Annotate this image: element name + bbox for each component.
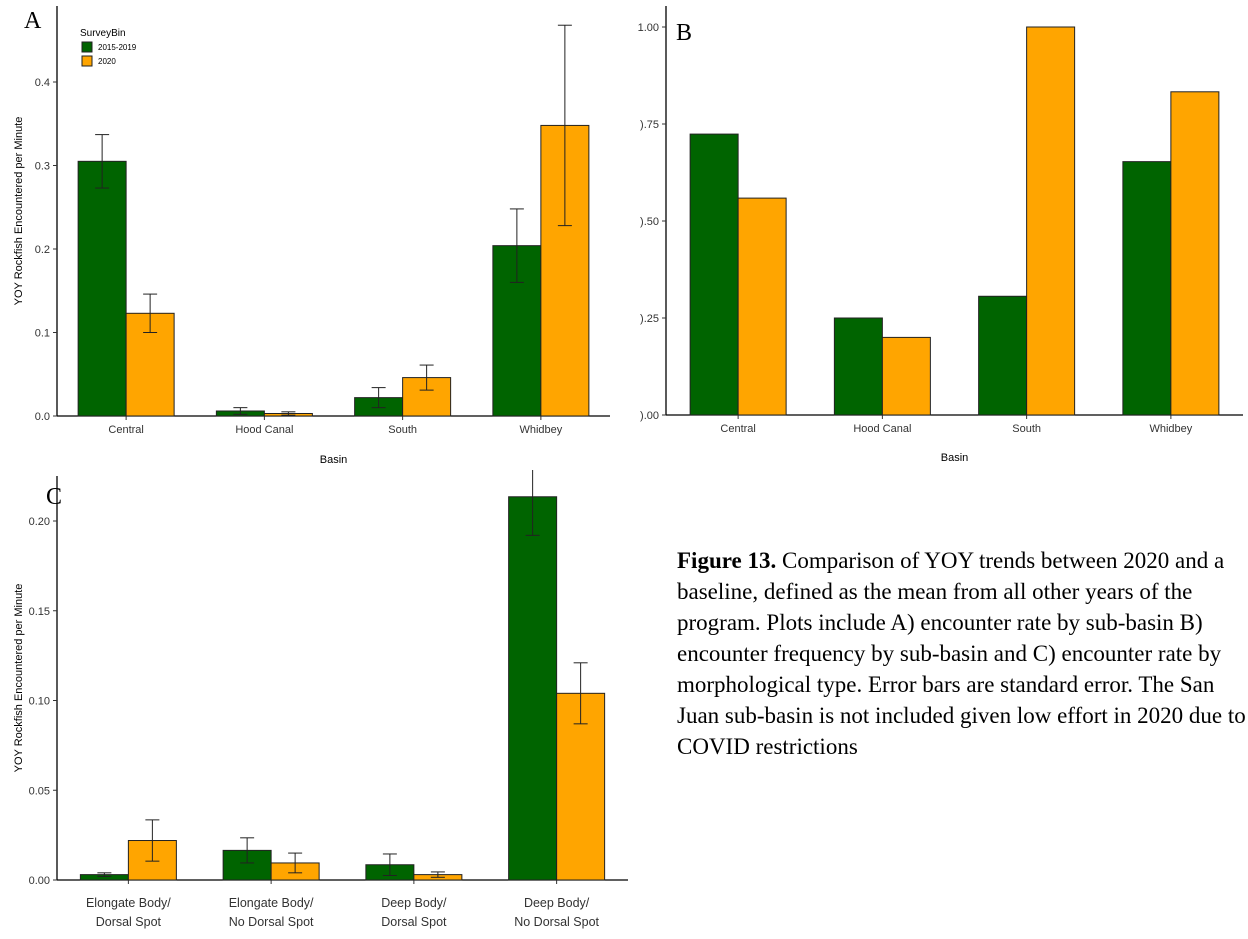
chart-c-y-tick-label: 0.05 [29, 785, 50, 797]
legend-label-2020: 2020 [98, 57, 116, 66]
chart-c-y-tick-label: 0.20 [29, 516, 50, 528]
chart-b-bar [833, 317, 883, 416]
chart-a-y-axis-title: YOY Rockfish Encountered per Minute [13, 117, 25, 306]
chart-panel-b: B ).00 ).25 ).50 ).75 1.00 Central Hood Canal S… [628, 0, 1248, 470]
chart-a-x-tick-label: Hood Canal [235, 424, 293, 436]
chart-c-x-tick-label: Elongate Body/ [86, 896, 171, 910]
chart-a-x-axis-title: Basin [320, 454, 348, 466]
chart-c-x-tick-label: Dorsal Spot [96, 915, 162, 929]
chart-c-x-tick-label: No Dorsal Spot [514, 915, 599, 929]
panel-letter-c: C [46, 484, 62, 510]
chart-a-y-tick-label: 0.2 [35, 244, 50, 256]
chart-b-x-axis-title: Basin [941, 452, 969, 464]
chart-c-x-tick-label: Deep Body/ [524, 896, 590, 910]
chart-c-bar [508, 496, 558, 881]
chart-b-bar [1170, 91, 1220, 416]
caption-text: Comparison of YOY trends between 2020 an… [677, 548, 1246, 759]
chart-b-x-tick-label: Central [720, 423, 755, 435]
chart-a-x-tick-label: Whidbey [519, 424, 562, 436]
chart-c-y-tick-label: 0.15 [29, 606, 50, 618]
chart-c-x-tick-label: Deep Body/ [381, 896, 447, 910]
legend-swatch-baseline [81, 41, 93, 53]
chart-c-x-tick-label: Elongate Body/ [229, 896, 314, 910]
chart-b-bar [689, 133, 739, 416]
caption-label: Figure 13. [677, 548, 777, 573]
chart-b-bar [978, 295, 1028, 416]
chart-a-y-tick-label: 0.0 [35, 411, 50, 423]
figure-caption: Figure 13. Comparison of YOY trends betw… [677, 545, 1248, 762]
chart-a-y-tick-label: 0.3 [35, 161, 50, 173]
chart-b-y-tick-label: 1.00 [638, 22, 659, 34]
legend-label-baseline: 2015-2019 [98, 43, 137, 52]
chart-c-svg: C 0.00 0.05 0.10 0.15 0.20 Elongate Body/Dors… [13, 470, 628, 929]
chart-a-y-tick-label: 0.1 [35, 328, 50, 340]
chart-c-y-tick-label: 0.10 [29, 696, 50, 708]
chart-b-bar [1122, 161, 1172, 416]
chart-a-bar [77, 160, 127, 417]
legend-swatch-2020 [81, 55, 93, 67]
chart-b-svg: B ).00 ).25 ).50 ).75 1.00 Central Hood Canal S… [638, 6, 1243, 464]
chart-b-bar [881, 336, 931, 416]
chart-b-y-tick-label: ).00 [640, 410, 659, 422]
chart-b-y-tick-label: ).50 [640, 216, 659, 228]
chart-b-x-tick-label: South [1012, 423, 1041, 435]
chart-a-y-tick-label: 0.4 [35, 77, 50, 89]
legend-title: SurveyBin [80, 28, 126, 39]
chart-c-x-tick-label: No Dorsal Spot [229, 915, 314, 929]
chart-b-bar [737, 197, 787, 416]
chart-a-svg: A SurveyBin 2015-2019 2020 0.0 0.1 0.2 0.3 0… [13, 6, 610, 466]
panel-letter-a: A [24, 8, 42, 34]
legend: SurveyBin 2015-2019 2020 [80, 28, 137, 67]
panel-letter-b: B [676, 20, 692, 46]
chart-panel-c: C 0.00 0.05 0.10 0.15 0.20 Elongate Body/Dors… [0, 470, 640, 939]
chart-a-x-tick-label: Central [108, 424, 143, 436]
chart-b-y-tick-label: ).25 [640, 313, 659, 325]
chart-panel-a: A SurveyBin 2015-2019 2020 0.0 0.1 0.2 0.3 0… [0, 0, 628, 470]
chart-b-y-tick-label: ).75 [640, 119, 659, 131]
chart-c-x-tick-label: Dorsal Spot [381, 915, 447, 929]
chart-c-y-tick-label: 0.00 [29, 875, 50, 887]
chart-c-y-axis-title: YOY Rockfish Encountered per Minute [13, 584, 25, 773]
chart-a-x-tick-label: South [388, 424, 417, 436]
chart-b-x-tick-label: Hood Canal [853, 423, 911, 435]
chart-b-bar [1026, 26, 1076, 416]
chart-b-x-tick-label: Whidbey [1149, 423, 1192, 435]
